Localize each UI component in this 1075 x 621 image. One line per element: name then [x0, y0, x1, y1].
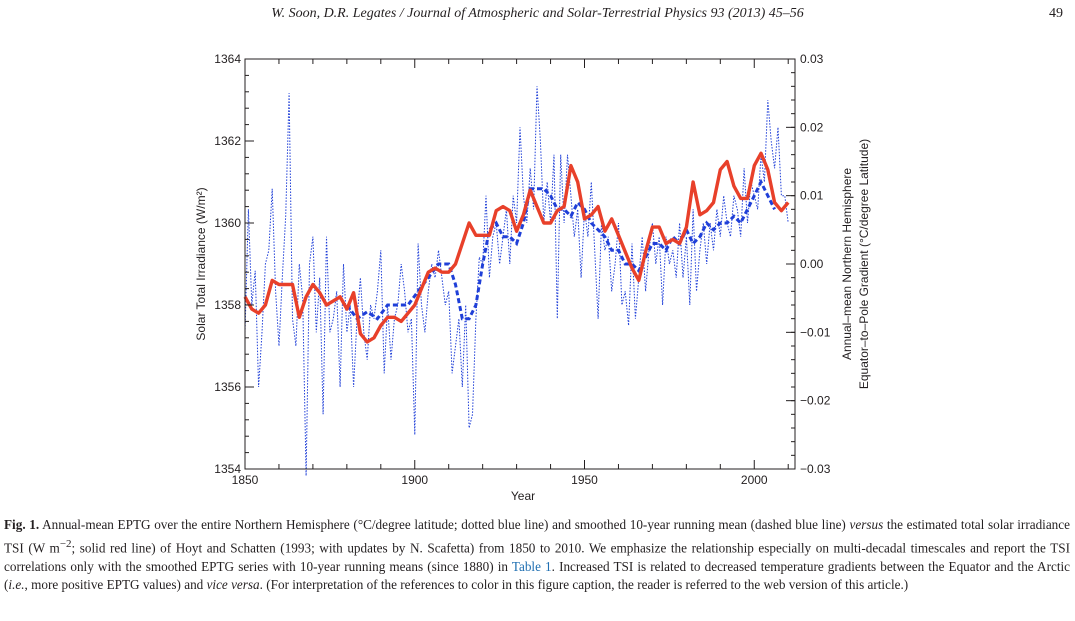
- y-left-tick-label: 1354: [214, 462, 241, 476]
- y-left-tick-label: 1362: [214, 134, 241, 148]
- caption-text-6: . (For interpretation of the references …: [259, 577, 909, 593]
- y-right-tick-label: 0.02: [800, 120, 824, 134]
- y-right-tick-label: −0.03: [800, 462, 831, 476]
- caption-text-3: ; solid red line) of Hoyt and Schatten (…: [4, 539, 1070, 574]
- caption-superscript: −2: [59, 537, 72, 550]
- caption-vice-versa: vice versa: [206, 577, 260, 593]
- y-right-axis-label-line2: Equator–to–Pole Gradient (°C/degree Lati…: [857, 139, 871, 389]
- caption-text-1: Annual-mean EPTG over the entire Norther…: [39, 517, 850, 532]
- series-solid-line: [243, 151, 790, 344]
- y-right-tick-label: −0.02: [800, 394, 831, 408]
- table-reference-link[interactable]: Table 1: [511, 558, 552, 574]
- y-left-tick-label: 1356: [214, 380, 241, 394]
- x-tick-label: 2000: [741, 473, 768, 487]
- caption-text-4: . Increased TSI is related to decreased …: [4, 558, 1070, 593]
- x-tick-label: 1900: [401, 473, 428, 487]
- y-left-tick-label: 1358: [214, 298, 241, 312]
- caption-label: Fig. 1.: [4, 517, 40, 532]
- y-right-tick-label: 0.01: [800, 189, 824, 203]
- caption-versus: versus: [849, 517, 884, 532]
- x-axis-label: Year: [511, 489, 535, 503]
- figure-chart: 1850 1900 1950 2000 1354 1356 1358 1360 1362 1364…: [194, 52, 871, 503]
- y-right-axis-label-line1: Annual–mean Northern Hemisphere: [840, 168, 854, 360]
- figure-caption: Fig. 1. Annual-mean EPTG over the entire…: [4, 516, 1070, 595]
- caption-text-2: the estimated total solar irradiance TSI…: [4, 517, 1070, 555]
- y-left-tick-label: 1364: [214, 52, 241, 66]
- x-tick-label: 1950: [571, 473, 598, 487]
- running-title: W. Soon, D.R. Legates / Journal of Atmos…: [271, 6, 804, 21]
- caption-ie: i.e.: [8, 577, 25, 593]
- page-header: W. Soon, D.R. Legates / Journal of Atmos…: [0, 6, 1075, 26]
- x-tick-label: 1850: [232, 473, 259, 487]
- y-left-tick-label: 1360: [214, 216, 241, 230]
- y-right-tick-label: −0.01: [800, 325, 831, 339]
- y-right-tick-label: 0.00: [800, 257, 824, 271]
- series-dashed-line: [345, 178, 776, 321]
- series-dotted-line: [244, 86, 789, 476]
- y-right-tick-label: 0.03: [800, 52, 824, 66]
- page-number: 49: [1049, 6, 1063, 21]
- caption-text-5: , more positive EPTG values) and: [24, 577, 207, 593]
- y-left-axis-label: Solar Total Irradiance (W/m²): [194, 187, 208, 340]
